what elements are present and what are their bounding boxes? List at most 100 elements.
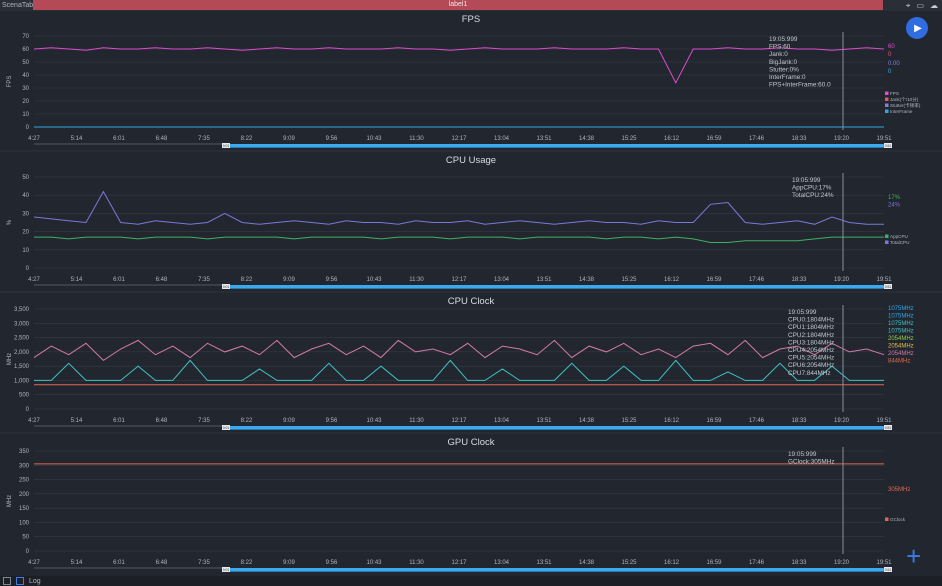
current-value: 844MHz — [888, 359, 910, 365]
x-tick-label: 13:04 — [494, 277, 510, 283]
x-tick-label: 17:46 — [749, 136, 765, 142]
current-value: 2054MHz — [888, 336, 914, 342]
x-tick-label: 16:12 — [664, 560, 680, 566]
x-tick-label: 4:27 — [28, 277, 40, 283]
x-tick-label: 17:46 — [749, 277, 765, 283]
range-handle-left[interactable] — [222, 284, 230, 289]
range-handle-left[interactable] — [222, 143, 230, 148]
range-handle-right[interactable] — [884, 143, 892, 148]
range-selection[interactable] — [226, 285, 884, 289]
tooltip-line: CPU2:1804MHz — [788, 332, 834, 339]
chart-title: CPU Clock — [448, 296, 495, 307]
y-tick-label: 500 — [19, 393, 30, 399]
tooltip-line: 19:05:999 — [769, 36, 798, 43]
x-tick-label: 13:51 — [536, 277, 552, 283]
x-tick-label: 15:25 — [621, 560, 637, 566]
x-tick-label: 5:14 — [71, 136, 83, 142]
tooltip-line: Jank:0 — [769, 51, 788, 58]
legend-swatch — [885, 91, 889, 95]
tooltip-line: CPU6:2054MHz — [788, 362, 834, 369]
range-handle-right[interactable] — [884, 567, 892, 572]
x-tick-label: 19:51 — [876, 418, 892, 424]
y-tick-label: 1,500 — [14, 364, 30, 370]
x-tick-label: 12:17 — [451, 136, 467, 142]
x-tick-label: 6:48 — [156, 136, 168, 142]
y-axis-label: % — [7, 219, 13, 225]
y-tick-label: 1,000 — [14, 378, 30, 384]
current-value: 60 — [888, 44, 895, 50]
y-tick-label: 20 — [22, 230, 29, 236]
x-tick-label: 16:59 — [706, 418, 722, 424]
active-tab-label[interactable]: label1 — [33, 0, 883, 10]
add-chart-button[interactable]: + — [906, 543, 921, 569]
tooltip-line: Stutter:0% — [769, 66, 799, 73]
play-button[interactable]: ▶ — [906, 17, 928, 39]
y-tick-label: 0 — [26, 407, 30, 413]
x-tick-label: 9:09 — [283, 418, 295, 424]
expand-icon[interactable] — [3, 577, 11, 585]
legend-label[interactable]: Stutter(卡顿率) — [890, 102, 921, 109]
tooltip-line: InterFrame:0 — [769, 74, 806, 81]
x-tick-label: 10:43 — [366, 136, 382, 142]
x-tick-label: 9:09 — [283, 560, 295, 566]
x-tick-label: 5:14 — [71, 277, 83, 283]
current-value: 1075MHz — [888, 321, 914, 327]
legend-swatch — [885, 109, 889, 113]
app-tab-name[interactable]: ScenaTab — [2, 2, 34, 9]
y-axis-label: FPS — [7, 76, 13, 88]
legend-label[interactable]: GClock — [890, 517, 906, 522]
current-value: 0.00 — [888, 61, 900, 67]
cloud-icon[interactable]: ☁ — [930, 1, 938, 10]
chart-panel-0: FPS FPS 0 10 20 30 40 50 60 70 4:27 5:14 6:01 6:48 7:3… — [0, 14, 942, 152]
x-tick-label: 13:04 — [494, 560, 510, 566]
y-tick-label: 60 — [22, 47, 29, 53]
current-value: 24% — [888, 203, 901, 209]
series-line-fps — [33, 47, 885, 84]
chart-title: CPU Usage — [446, 155, 496, 166]
tooltip-line: FPS+InterFrame:60.0 — [769, 82, 831, 89]
log-label[interactable]: Log — [29, 577, 41, 585]
range-handle-left[interactable] — [222, 567, 230, 572]
x-tick-label: 16:59 — [706, 560, 722, 566]
x-tick-label: 19:20 — [834, 418, 850, 424]
x-tick-label: 16:59 — [706, 277, 722, 283]
x-tick-label: 6:01 — [113, 418, 125, 424]
log-checkbox[interactable] — [16, 577, 24, 585]
x-tick-label: 8:22 — [241, 560, 253, 566]
x-tick-label: 6:01 — [113, 560, 125, 566]
series-line-cpu-big — [33, 339, 885, 362]
range-track — [34, 425, 224, 427]
x-tick-label: 18:33 — [791, 418, 807, 424]
tooltip-line: AppCPU:17% — [792, 185, 832, 192]
range-handle-left[interactable] — [222, 425, 230, 430]
range-selection[interactable] — [226, 426, 884, 430]
window-icon[interactable]: ▭ — [916, 1, 924, 10]
legend-label[interactable]: Jank(个/10分) — [890, 96, 919, 103]
legend-label[interactable]: AppCPU — [890, 234, 908, 239]
y-tick-label: 0 — [26, 549, 30, 555]
range-selection[interactable] — [226, 144, 884, 148]
range-start-label: 0:01 — [223, 144, 230, 148]
range-handle-right[interactable] — [884, 425, 892, 430]
legend-label[interactable]: InterFrame — [890, 109, 913, 114]
y-tick-label: 250 — [19, 478, 30, 484]
x-tick-label: 9:09 — [283, 136, 295, 142]
current-value: 1075MHz — [888, 314, 914, 320]
y-tick-label: 20 — [22, 99, 29, 105]
legend-label[interactable]: FPS — [890, 91, 899, 96]
x-tick-label: 9:56 — [326, 560, 338, 566]
x-tick-label: 12:17 — [451, 418, 467, 424]
x-tick-label: 16:59 — [706, 136, 722, 142]
x-tick-label: 7:35 — [198, 560, 210, 566]
y-tick-label: 3,000 — [14, 321, 30, 327]
range-selection[interactable] — [226, 568, 884, 572]
range-handle-right[interactable] — [884, 284, 892, 289]
pin-icon[interactable]: ⌖ — [905, 1, 911, 10]
x-tick-label: 6:01 — [113, 277, 125, 283]
tooltip-line: CPU0:1804MHz — [788, 317, 834, 324]
x-tick-label: 12:17 — [451, 560, 467, 566]
range-track — [34, 567, 224, 569]
legend-label[interactable]: TotalCPU — [890, 240, 909, 245]
x-tick-label: 6:01 — [113, 136, 125, 142]
x-tick-label: 19:20 — [834, 560, 850, 566]
